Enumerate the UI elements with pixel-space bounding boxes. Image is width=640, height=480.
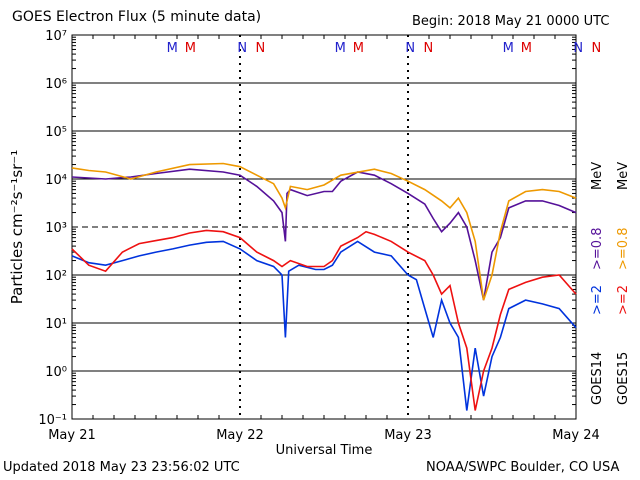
orbit-marker: M <box>353 41 364 56</box>
x-tick-label: May 23 <box>384 428 432 443</box>
begin-date: Begin: 2018 May 21 0000 UTC <box>412 14 610 29</box>
series-line <box>71 229 577 411</box>
orbit-marker: M <box>503 41 514 56</box>
x-axis-label: Universal Time <box>276 443 373 458</box>
y-tick-label: 10⁶ <box>45 77 67 92</box>
y-tick-label: 10⁰ <box>45 365 67 380</box>
updated-timestamp: Updated 2018 May 23 23:56:02 UTC <box>3 460 240 475</box>
orbit-marker: N <box>573 41 583 56</box>
orbit-marker: N <box>237 41 247 56</box>
legend-mev: MeV <box>590 162 605 190</box>
y-tick-label: 10⁵ <box>45 125 67 140</box>
legend-goes15-08mev: >=0.8 <box>616 228 631 270</box>
orbit-marker: M <box>185 41 196 56</box>
legend-goes14-08mev: >=0.8 <box>590 228 605 270</box>
series-line <box>71 162 577 301</box>
legend-goes15: GOES15 <box>616 352 631 405</box>
x-tick-label: May 24 <box>552 428 600 443</box>
credit-text: NOAA/SWPC Boulder, CO USA <box>426 460 620 475</box>
legend-goes14: GOES14 <box>590 352 605 405</box>
y-tick-label: 10¹ <box>45 317 67 332</box>
orbit-marker: M <box>335 41 346 56</box>
legend-mev: MeV <box>616 162 631 190</box>
orbit-marker: N <box>592 41 602 56</box>
legend-goes15-2mev: >=2 <box>616 285 631 315</box>
series-line <box>71 240 577 411</box>
orbit-marker: N <box>256 41 266 56</box>
orbit-marker: M <box>167 41 178 56</box>
y-tick-label: 10⁻¹ <box>38 413 67 428</box>
y-tick-label: 10³ <box>45 221 67 236</box>
x-tick-label: May 22 <box>216 428 264 443</box>
y-tick-label: 10² <box>45 269 67 284</box>
legend-goes14-2mev: >=2 <box>590 285 605 315</box>
y-tick-label: 10⁷ <box>45 29 67 44</box>
x-tick-label: May 21 <box>48 428 96 443</box>
chart-title: GOES Electron Flux (5 minute data) <box>12 9 262 25</box>
orbit-marker: N <box>405 41 415 56</box>
y-tick-label: 10⁴ <box>45 173 67 188</box>
y-axis-label: Particles cm⁻²s⁻¹sr⁻¹ <box>8 150 26 304</box>
orbit-marker: N <box>424 41 434 56</box>
orbit-marker: M <box>521 41 532 56</box>
